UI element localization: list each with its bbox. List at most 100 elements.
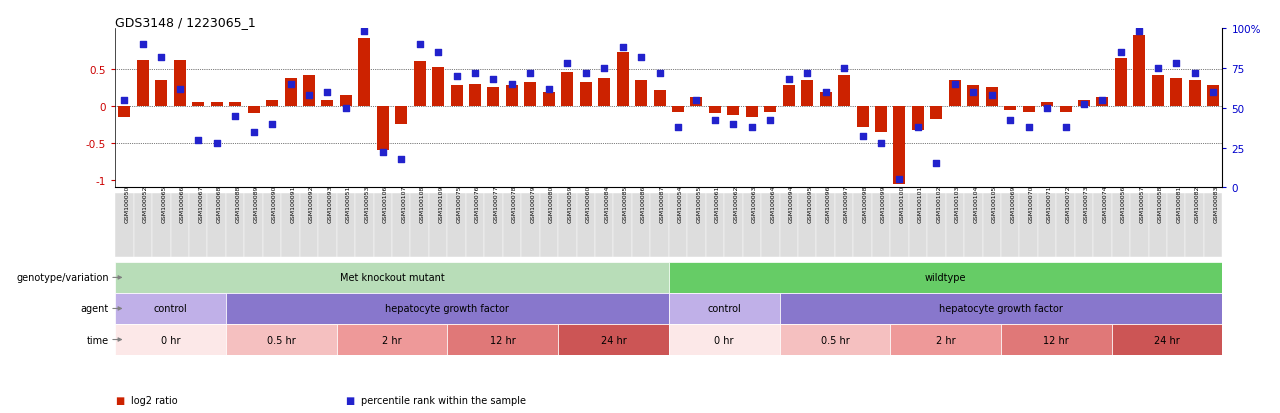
Bar bbox=[1170, 78, 1183, 107]
Point bbox=[133, 41, 154, 48]
Bar bbox=[709, 107, 721, 114]
Point bbox=[1092, 97, 1112, 104]
Text: GSM100065: GSM100065 bbox=[161, 185, 166, 222]
Bar bbox=[266, 101, 278, 107]
Bar bbox=[780, 194, 797, 257]
Bar bbox=[650, 194, 668, 257]
Bar bbox=[780, 324, 890, 355]
Point bbox=[741, 124, 762, 131]
Point bbox=[262, 121, 283, 128]
Text: GSM100056: GSM100056 bbox=[1121, 185, 1126, 222]
Text: control: control bbox=[708, 304, 741, 314]
Point bbox=[908, 124, 928, 131]
Point bbox=[390, 156, 411, 163]
Bar bbox=[890, 194, 909, 257]
Bar bbox=[321, 101, 333, 107]
Point bbox=[1111, 50, 1132, 56]
Text: GSM100092: GSM100092 bbox=[308, 185, 314, 222]
Bar bbox=[1152, 76, 1164, 107]
Text: genotype/variation: genotype/variation bbox=[17, 273, 109, 283]
Bar bbox=[429, 194, 448, 257]
Text: ■: ■ bbox=[346, 395, 355, 405]
Text: GSM100055: GSM100055 bbox=[696, 185, 701, 222]
Bar bbox=[1207, 86, 1219, 107]
Bar bbox=[506, 86, 518, 107]
Point bbox=[890, 177, 910, 183]
Bar bbox=[1005, 107, 1016, 110]
Bar bbox=[170, 194, 189, 257]
Text: 2 hr: 2 hr bbox=[383, 335, 402, 345]
Point bbox=[778, 76, 799, 83]
Point bbox=[1129, 29, 1149, 36]
Bar bbox=[355, 194, 374, 257]
Text: GSM100060: GSM100060 bbox=[586, 185, 591, 222]
Bar bbox=[262, 194, 282, 257]
Text: GSM100069: GSM100069 bbox=[1010, 185, 1015, 222]
Text: 2 hr: 2 hr bbox=[936, 335, 955, 345]
Text: 12 hr: 12 hr bbox=[1043, 335, 1069, 345]
Bar bbox=[1038, 194, 1056, 257]
Text: GSM100071: GSM100071 bbox=[1047, 185, 1052, 222]
Text: GSM100089: GSM100089 bbox=[253, 185, 259, 222]
Text: GSM100109: GSM100109 bbox=[438, 185, 443, 222]
Point bbox=[1000, 118, 1020, 124]
Bar bbox=[1078, 101, 1091, 107]
Text: GSM100100: GSM100100 bbox=[900, 185, 905, 222]
Bar bbox=[617, 53, 628, 107]
Bar bbox=[411, 194, 429, 257]
Bar bbox=[488, 88, 499, 107]
Bar bbox=[1075, 194, 1093, 257]
Point bbox=[852, 134, 873, 140]
Bar bbox=[396, 107, 407, 125]
Point bbox=[723, 121, 744, 128]
Point bbox=[1166, 61, 1187, 67]
Bar bbox=[521, 194, 540, 257]
Bar bbox=[1019, 194, 1038, 257]
Bar bbox=[690, 98, 703, 107]
Point bbox=[833, 65, 854, 72]
Text: control: control bbox=[154, 304, 187, 314]
Bar bbox=[598, 78, 611, 107]
Text: GSM100085: GSM100085 bbox=[622, 185, 627, 222]
Bar bbox=[654, 90, 666, 107]
Point bbox=[982, 93, 1002, 99]
Bar bbox=[540, 194, 558, 257]
Bar bbox=[447, 324, 558, 355]
Bar bbox=[447, 194, 466, 257]
Text: GSM100093: GSM100093 bbox=[328, 185, 333, 222]
Bar bbox=[1148, 194, 1167, 257]
Bar bbox=[668, 293, 780, 324]
Text: GSM100102: GSM100102 bbox=[937, 185, 941, 222]
Text: 0 hr: 0 hr bbox=[714, 335, 733, 345]
Text: GSM100063: GSM100063 bbox=[751, 185, 756, 222]
Text: GSM100062: GSM100062 bbox=[733, 185, 739, 222]
Point bbox=[206, 140, 227, 147]
Text: GSM100050: GSM100050 bbox=[124, 185, 129, 222]
Point bbox=[465, 70, 485, 77]
Text: GSM100051: GSM100051 bbox=[346, 185, 351, 222]
Point bbox=[1184, 70, 1204, 77]
Text: GSM100084: GSM100084 bbox=[604, 185, 609, 222]
Text: GSM100088: GSM100088 bbox=[236, 185, 241, 222]
Bar bbox=[927, 194, 946, 257]
Bar bbox=[742, 194, 762, 257]
Bar bbox=[133, 194, 152, 257]
Bar bbox=[1133, 36, 1146, 107]
Text: GSM100087: GSM100087 bbox=[659, 185, 664, 222]
Bar bbox=[1115, 59, 1126, 107]
Bar bbox=[635, 81, 648, 107]
Text: GSM100082: GSM100082 bbox=[1194, 185, 1199, 222]
Bar bbox=[1167, 194, 1185, 257]
Point bbox=[668, 124, 689, 131]
Bar bbox=[1204, 194, 1222, 257]
Bar bbox=[872, 194, 891, 257]
Bar bbox=[192, 103, 205, 107]
Point bbox=[927, 161, 947, 167]
Text: Met knockout mutant: Met knockout mutant bbox=[339, 273, 444, 283]
Bar bbox=[229, 103, 241, 107]
Text: GSM100077: GSM100077 bbox=[494, 185, 498, 222]
Bar bbox=[1041, 103, 1053, 107]
Bar bbox=[687, 194, 705, 257]
Bar bbox=[1189, 81, 1201, 107]
Bar bbox=[576, 194, 595, 257]
